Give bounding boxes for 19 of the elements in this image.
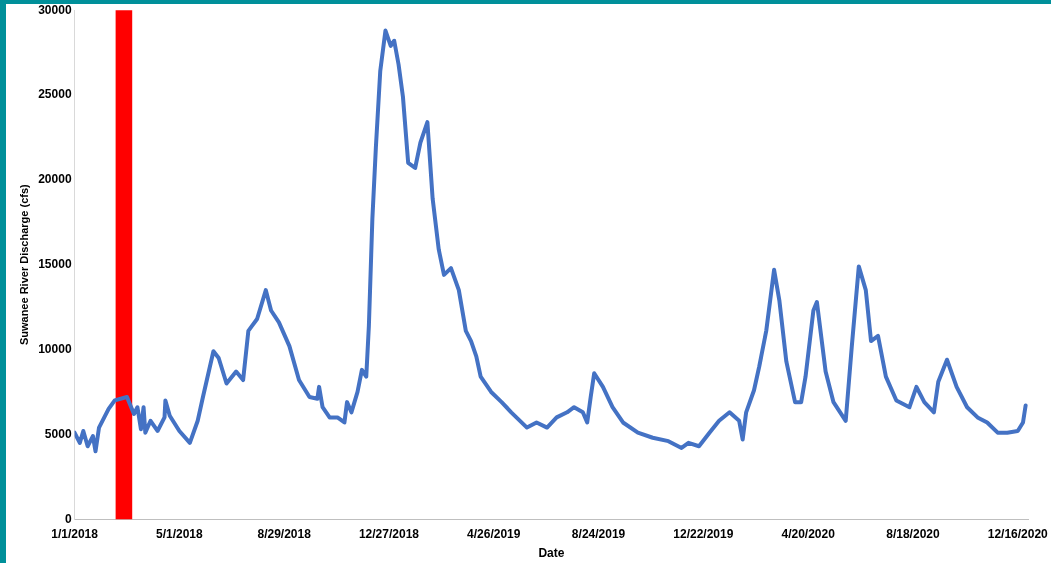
x-tick-label: 5/1/2018	[156, 526, 204, 541]
x-tick-label: 1/1/2018	[51, 526, 99, 541]
y-tick-label: 0	[64, 511, 72, 526]
x-tick-label: 8/24/2019	[571, 526, 626, 541]
x-tick-label: 12/16/2020	[987, 526, 1049, 541]
x-tick-label: 12/27/2018	[358, 526, 420, 541]
y-axis-title: Suwanee River Discharge (cfs)	[17, 183, 30, 346]
x-axis-title: Date	[538, 546, 565, 561]
y-tick-label: 25000	[38, 87, 72, 102]
y-tick-label: 15000	[38, 257, 72, 272]
y-tick-label: 20000	[38, 172, 72, 187]
x-tick-label: 8/18/2020	[886, 526, 940, 541]
y-tick-label: 5000	[44, 426, 72, 441]
y-tick-label: 30000	[38, 2, 72, 17]
x-tick-label: 12/22/2019	[673, 526, 734, 541]
y-tick-label: 10000	[38, 341, 72, 356]
x-tick-label: 4/26/2019	[467, 526, 521, 541]
x-tick-label: 4/20/2020	[781, 526, 836, 541]
x-tick-label: 8/29/2018	[257, 526, 312, 541]
